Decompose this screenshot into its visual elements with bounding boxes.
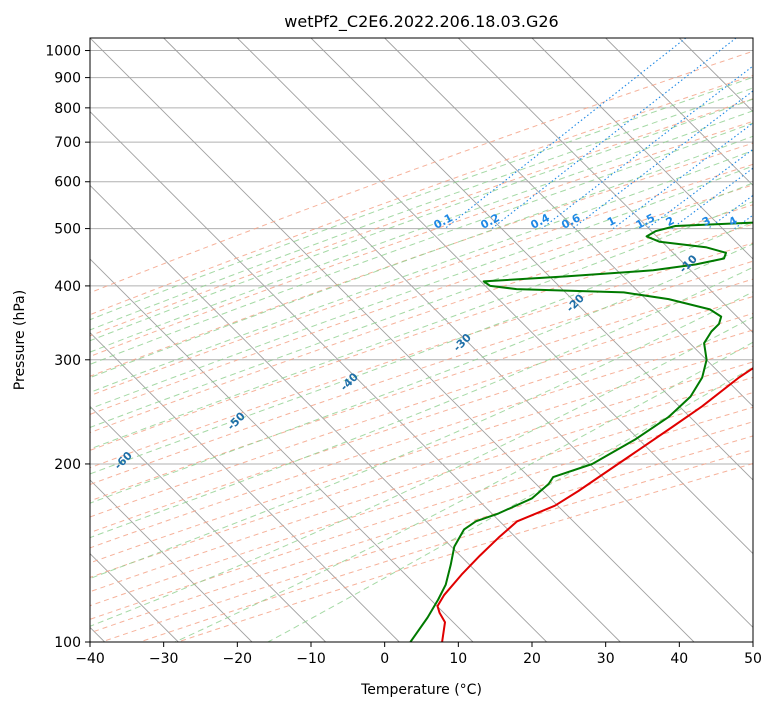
moist-adiabat bbox=[90, 201, 753, 450]
isotherm-line bbox=[90, 332, 400, 642]
moist-adiabat bbox=[90, 165, 753, 410]
y-axis-title: Pressure (hPa) bbox=[12, 290, 28, 390]
moist-adiabat bbox=[90, 243, 753, 504]
background-lines bbox=[90, 38, 753, 642]
dry-adiabat bbox=[90, 163, 753, 397]
x-tick-label: −40 bbox=[75, 651, 105, 667]
dry-adiabat bbox=[90, 98, 753, 337]
x-tick-label: 30 bbox=[597, 651, 615, 667]
dry-adiabat bbox=[90, 204, 753, 434]
isotherm-line bbox=[90, 38, 695, 642]
dry-adiabat bbox=[90, 345, 753, 564]
mixing-ratio-line bbox=[572, 90, 753, 230]
moist-adiabat bbox=[90, 182, 753, 428]
y-tick-label: 1000 bbox=[45, 44, 81, 60]
isotherm-line bbox=[90, 405, 326, 642]
y-tick-label: 300 bbox=[54, 353, 81, 369]
moist-adiabat bbox=[90, 266, 753, 539]
x-tick-label: −20 bbox=[223, 651, 253, 667]
y-tick-label: 800 bbox=[54, 101, 81, 117]
moist-adiabat bbox=[90, 122, 753, 365]
mixing-ratio-line bbox=[541, 65, 753, 230]
y-tick-label: 400 bbox=[54, 279, 81, 295]
y-axis-ticks: 100 200 300 400 500 600 700 800 900 1000 bbox=[45, 44, 90, 651]
x-tick-label: 50 bbox=[744, 651, 762, 667]
temperature-profile bbox=[436, 367, 753, 642]
x-axis-ticks: −40 −30 −20 −10 0 10 20 30 40 50 bbox=[75, 642, 762, 667]
x-tick-label: 20 bbox=[523, 651, 541, 667]
isotherm-line bbox=[90, 111, 621, 642]
dry-adiabat bbox=[90, 376, 753, 593]
x-tick-label: 40 bbox=[670, 651, 688, 667]
x-axis-title: Temperature (°C) bbox=[360, 682, 482, 698]
isotherm-line bbox=[90, 479, 253, 642]
y-tick-label: 500 bbox=[54, 222, 81, 238]
x-tick-label: −30 bbox=[149, 651, 179, 667]
sounding-profiles bbox=[409, 221, 753, 642]
dry-adiabat bbox=[90, 242, 753, 469]
mixing-ratio-line bbox=[671, 167, 753, 230]
chart-title: wetPf2_C2E6.2022.206.18.03.G26 bbox=[284, 12, 558, 32]
moist-adiabat bbox=[90, 135, 753, 379]
y-tick-label: 600 bbox=[54, 175, 81, 191]
dry-adiabat bbox=[90, 329, 753, 549]
dry-adiabat bbox=[90, 295, 753, 518]
x-tick-label: 0 bbox=[380, 651, 389, 667]
isotherm-line bbox=[90, 184, 547, 642]
dewpoint-profile bbox=[409, 221, 753, 642]
isotherm-line bbox=[237, 38, 753, 555]
moist-adiabat bbox=[90, 87, 753, 331]
isotherm-line bbox=[605, 38, 753, 186]
isotherm-line bbox=[458, 38, 753, 334]
isotherm-line bbox=[163, 38, 753, 628]
plot-frame bbox=[89, 37, 754, 643]
isotherm-line bbox=[90, 258, 474, 642]
moist-adiabat bbox=[174, 341, 753, 642]
dry-adiabat bbox=[90, 392, 753, 607]
y-tick-label: 700 bbox=[54, 135, 81, 151]
y-tick-label: 100 bbox=[54, 635, 81, 651]
moist-adiabat bbox=[90, 291, 753, 580]
dry-adiabat bbox=[90, 74, 753, 316]
y-tick-label: 200 bbox=[54, 457, 81, 473]
y-tick-label: 900 bbox=[54, 71, 81, 87]
dry-adiabat bbox=[90, 50, 753, 294]
isotherm-line bbox=[384, 38, 753, 407]
x-tick-label: −10 bbox=[296, 651, 326, 667]
x-tick-label: 10 bbox=[449, 651, 467, 667]
